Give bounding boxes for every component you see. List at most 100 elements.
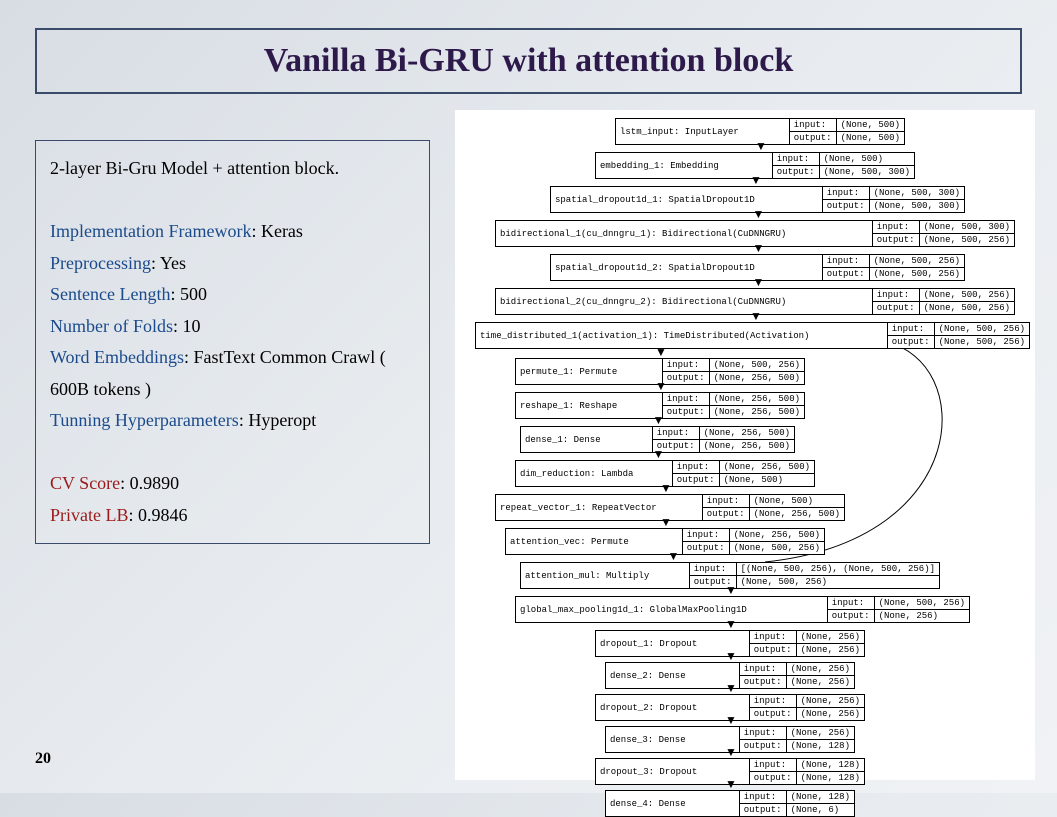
desc-label: Private LB	[50, 505, 129, 525]
flow-arrow: ▼	[655, 380, 667, 392]
layer-input: (None, 256)	[797, 631, 864, 644]
layer-name: attention_mul: Multiply	[521, 563, 690, 588]
layer-input: (None, 256)	[787, 663, 854, 676]
desc-value: : 10	[173, 316, 201, 336]
layer-output: (None, 500, 256)	[920, 234, 1014, 246]
flow-arrow: ▼	[660, 482, 672, 494]
desc-value: : Hyperopt	[239, 410, 316, 430]
desc-line: Preprocessing: Yes	[50, 248, 415, 280]
layer-name: dense_2: Dense	[606, 663, 740, 688]
layer-input: (None, 500)	[837, 119, 904, 132]
desc-value: : 0.9890	[120, 473, 179, 493]
desc-line: CV Score: 0.9890	[50, 468, 415, 500]
flow-arrow: ▼	[653, 448, 665, 460]
desc-label: Preprocessing	[50, 253, 151, 273]
description-box: 2-layer Bi-Gru Model + attention block. …	[35, 140, 430, 544]
desc-line: Word Embeddings: FastText Common Crawl (…	[50, 342, 415, 405]
flow-arrow: ▼	[655, 346, 667, 358]
layer-output: (None, 256, 500)	[700, 440, 794, 452]
layer-name: time_distributed_1(activation_1): TimeDi…	[476, 323, 888, 348]
flow-arrow: ▼	[725, 650, 737, 662]
layer-name: dense_4: Dense	[606, 791, 740, 816]
layer-input: (None, 500, 256)	[920, 289, 1014, 302]
desc-line: Number of Folds: 10	[50, 311, 415, 343]
layer-name: global_max_pooling1d_1: GlobalMaxPooling…	[516, 597, 828, 622]
flow-arrow: ▼	[653, 414, 665, 426]
layer-name: permute_1: Permute	[516, 359, 663, 384]
flow-arrow: ▼	[725, 584, 737, 596]
layer-input: (None, 500)	[820, 153, 914, 166]
layer-output: (None, 500, 256)	[920, 302, 1014, 314]
flow-arrow: ▼	[750, 310, 762, 322]
layer-output: (None, 256)	[797, 644, 864, 656]
layer-output: (None, 500)	[837, 132, 904, 144]
desc-items: Implementation Framework: KerasPreproces…	[50, 216, 415, 531]
layer-output: (None, 500, 256)	[870, 268, 964, 280]
layer-output: (None, 128)	[787, 740, 854, 752]
layer-name: reshape_1: Reshape	[516, 393, 663, 418]
layer-name: bidirectional_2(cu_dnngru_2): Bidirectio…	[496, 289, 873, 314]
layer-output: (None, 500, 256)	[935, 336, 1029, 348]
layer-input: (None, 500, 256)	[935, 323, 1029, 336]
layer-input: (None, 500, 256)	[710, 359, 804, 372]
layer-name: dim_reduction: Lambda	[516, 461, 673, 486]
layer-output: (None, 256)	[797, 708, 864, 720]
layer-output: (None, 500)	[720, 474, 814, 486]
desc-label: Sentence Length	[50, 284, 170, 304]
layer-output: (None, 128)	[797, 772, 864, 784]
layer-input: (None, 500, 256)	[875, 597, 969, 610]
desc-label: Implementation Framework	[50, 221, 251, 241]
layer-output: (None, 256, 500)	[750, 508, 844, 520]
desc-label: CV Score	[50, 473, 120, 493]
layer-name: spatial_dropout1d_1: SpatialDropout1D	[551, 187, 823, 212]
page-number: 20	[35, 750, 51, 768]
desc-label: Number of Folds	[50, 316, 173, 336]
layer-box: global_max_pooling1d_1: GlobalMaxPooling…	[515, 596, 970, 623]
layer-box: attention_vec: Permuteinput:output:(None…	[505, 528, 825, 555]
title-box: Vanilla Bi-GRU with attention block	[35, 28, 1022, 94]
layer-input: (None, 256)	[797, 695, 864, 708]
flow-arrow: ▼	[755, 140, 767, 152]
desc-line: Private LB: 0.9846	[50, 500, 415, 532]
layer-output: (None, 500, 300)	[820, 166, 914, 178]
page-title: Vanilla Bi-GRU with attention block	[264, 42, 794, 79]
flow-arrow: ▼	[750, 174, 762, 186]
desc-label: Tunning Hyperparameters	[50, 410, 239, 430]
layer-input: (None, 256)	[787, 727, 854, 740]
flow-arrow: ▼	[725, 778, 737, 790]
flow-arrow: ▼	[725, 682, 737, 694]
layer-input: (None, 500, 300)	[920, 221, 1014, 234]
layer-box: time_distributed_1(activation_1): TimeDi…	[475, 322, 1030, 349]
desc-label: Word Embeddings	[50, 347, 184, 367]
layer-output: (None, 256, 500)	[710, 372, 804, 384]
layer-input: (None, 256, 500)	[730, 529, 824, 542]
layer-output: (None, 500, 256)	[730, 542, 824, 554]
layer-input: (None, 500)	[750, 495, 844, 508]
layer-output: (None, 500, 300)	[870, 200, 964, 212]
model-diagram: lstm_input: InputLayerinput:output:(None…	[455, 110, 1035, 780]
desc-value: : 500	[170, 284, 207, 304]
desc-intro: 2-layer Bi-Gru Model + attention block.	[50, 153, 415, 185]
layer-input: (None, 256, 500)	[710, 393, 804, 406]
layer-name: dense_3: Dense	[606, 727, 740, 752]
layer-name: embedding_1: Embedding	[596, 153, 773, 178]
flow-arrow: ▼	[753, 208, 765, 220]
layer-name: dense_1: Dense	[521, 427, 653, 452]
layer-input: (None, 256, 500)	[720, 461, 814, 474]
desc-value: : 0.9846	[129, 505, 188, 525]
layer-output: (None, 6)	[787, 804, 854, 816]
flow-arrow: ▼	[725, 618, 737, 630]
layer-name: spatial_dropout1d_2: SpatialDropout1D	[551, 255, 823, 280]
layer-output: (None, 500, 256)	[737, 576, 939, 588]
flow-arrow: ▼	[668, 550, 680, 562]
flow-arrow: ▼	[725, 746, 737, 758]
layer-box: dense_4: Denseinput:output:(None, 128)(N…	[605, 790, 855, 817]
layer-output: (None, 256)	[787, 676, 854, 688]
layer-input: (None, 500, 300)	[870, 187, 964, 200]
flow-arrow: ▼	[753, 242, 765, 254]
desc-line: Tunning Hyperparameters: Hyperopt	[50, 405, 415, 437]
desc-line: Implementation Framework: Keras	[50, 216, 415, 248]
layer-name: attention_vec: Permute	[506, 529, 683, 554]
layer-input: [(None, 500, 256), (None, 500, 256)]	[737, 563, 939, 576]
desc-line: Sentence Length: 500	[50, 279, 415, 311]
